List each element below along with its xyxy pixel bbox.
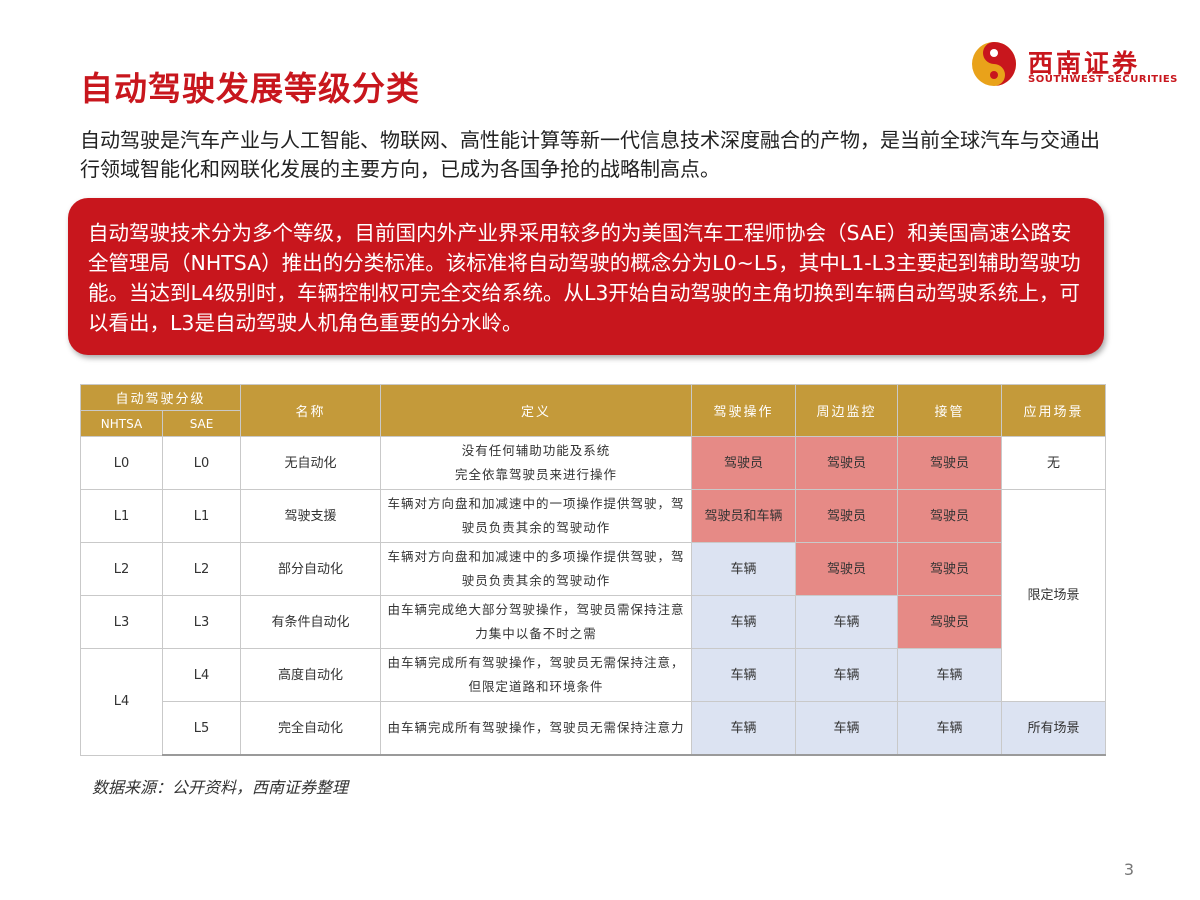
header-name: 名称 — [240, 384, 382, 437]
cell-definition: 没有任何辅助功能及系统 完全依靠驾驶员来进行操作 — [380, 436, 693, 490]
header-driving: 驾驶操作 — [691, 384, 797, 437]
cell-monitoring: 驾驶员 — [795, 489, 899, 543]
cell-name: 高度自动化 — [240, 648, 382, 702]
header-sae: SAE — [161, 410, 242, 437]
cell-driving: 驾驶员 — [691, 436, 797, 490]
cell-sae: L2 — [161, 542, 242, 596]
cell-nhtsa: L4 — [80, 648, 163, 756]
data-source-note: 数据来源：公开资料，西南证券整理 — [92, 778, 349, 797]
cell-sae: L1 — [161, 489, 242, 543]
cell-scenario: 无 — [1001, 436, 1107, 490]
logo-mark-icon — [972, 42, 1016, 86]
cell-takeover: 驾驶员 — [897, 489, 1003, 543]
header-nhtsa: NHTSA — [80, 410, 163, 437]
cell-takeover: 车辆 — [897, 648, 1003, 702]
table-row: L4 L4 高度自动化 由车辆完成所有驾驶操作，驾驶员无需保持注意，但限定道路和… — [80, 648, 1106, 756]
cell-sae: L0 — [161, 436, 242, 490]
cell-scenario-merged: 限定场景 — [1001, 489, 1107, 702]
company-logo: 西南证券 SOUTHWEST SECURITIES — [970, 40, 1177, 90]
header-definition: 定义 — [380, 384, 693, 437]
table-row: L2 L2 部分自动化 车辆对方向盘和加减速中的多项操作提供驾驶，驾驶员负责其余… — [80, 542, 1106, 596]
callout-box: 自动驾驶技术分为多个等级，目前国内外产业界采用较多的为美国汽车工程师协会（SAE… — [68, 198, 1104, 355]
cell-nhtsa: L0 — [80, 436, 163, 490]
cell-monitoring: 车辆 — [795, 701, 899, 756]
header-takeover: 接管 — [897, 384, 1003, 437]
cell-definition: 由车辆完成所有驾驶操作，驾驶员无需保持注意力 — [380, 701, 693, 756]
cell-name: 有条件自动化 — [240, 595, 382, 649]
cell-definition: 车辆对方向盘和加减速中的一项操作提供驾驶，驾驶员负责其余的驾驶动作 — [380, 489, 693, 543]
cell-driving: 车辆 — [691, 542, 797, 596]
cell-monitoring: 驾驶员 — [795, 436, 899, 490]
cell-takeover: 车辆 — [897, 701, 1003, 756]
cell-takeover: 驾驶员 — [897, 595, 1003, 649]
cell-name: 完全自动化 — [240, 701, 382, 756]
cell-name: 无自动化 — [240, 436, 382, 490]
header-monitoring: 周边监控 — [795, 384, 899, 437]
page-title: 自动驾驶发展等级分类 — [80, 69, 420, 108]
cell-sae: L4 — [161, 648, 242, 702]
cell-definition: 由车辆完成所有驾驶操作，驾驶员无需保持注意，但限定道路和环境条件 — [380, 648, 693, 702]
header-scenario: 应用场景 — [1001, 384, 1107, 437]
header-level-group: 自动驾驶分级 — [79, 384, 242, 411]
table-row: L0 L0 无自动化 没有任何辅助功能及系统 完全依靠驾驶员来进行操作 驾驶员 … — [80, 436, 1107, 490]
cell-monitoring: 车辆 — [795, 648, 899, 702]
table-row: L5 完全自动化 由车辆完成所有驾驶操作，驾驶员无需保持注意力 车辆 车辆 车辆… — [81, 701, 1107, 756]
cell-definition: 车辆对方向盘和加减速中的多项操作提供驾驶，驾驶员负责其余的驾驶动作 — [380, 542, 693, 596]
cell-scenario: 所有场景 — [1001, 701, 1107, 756]
cell-takeover: 驾驶员 — [897, 542, 1003, 596]
table-row: L1 L1 驾驶支援 车辆对方向盘和加减速中的一项操作提供驾驶，驾驶员负责其余的… — [80, 489, 1107, 702]
cell-name: 驾驶支援 — [240, 489, 382, 543]
callout-text: 自动驾驶技术分为多个等级，目前国内外产业界采用较多的为美国汽车工程师协会（SAE… — [88, 221, 1081, 335]
cell-driving: 车辆 — [691, 701, 797, 756]
cell-monitoring: 驾驶员 — [795, 542, 899, 596]
cell-nhtsa: L1 — [80, 489, 163, 543]
cell-driving: 驾驶员和车辆 — [691, 489, 797, 543]
cell-nhtsa: L3 — [80, 595, 163, 649]
cell-definition: 由车辆完成绝大部分驾驶操作，驾驶员需保持注意力集中以备不时之需 — [380, 595, 693, 649]
cell-name: 部分自动化 — [240, 542, 382, 596]
logo-chinese-name: 西南证券 — [1028, 49, 1141, 78]
cell-nhtsa: L2 — [80, 542, 163, 596]
table-row: L3 L3 有条件自动化 由车辆完成绝大部分驾驶操作，驾驶员需保持注意力集中以备… — [80, 595, 1106, 649]
cell-sae: L5 — [161, 701, 242, 756]
cell-driving: 车辆 — [691, 595, 797, 649]
cell-takeover: 驾驶员 — [897, 436, 1003, 490]
cell-monitoring: 车辆 — [795, 595, 899, 649]
logo-english-name: SOUTHWEST SECURITIES — [1028, 74, 1178, 85]
autonomy-levels-table: 自动驾驶分级 名称 定义 驾驶操作 周边监控 接管 应用场景 NHTSA SAE… — [79, 384, 1107, 756]
cell-sae: L3 — [161, 595, 242, 649]
intro-paragraph: 自动驾驶是汽车产业与人工智能、物联网、高性能计算等新一代信息技术深度融合的产物，… — [80, 128, 1100, 181]
page-number: 3 — [1123, 860, 1134, 879]
cell-driving: 车辆 — [691, 648, 797, 702]
